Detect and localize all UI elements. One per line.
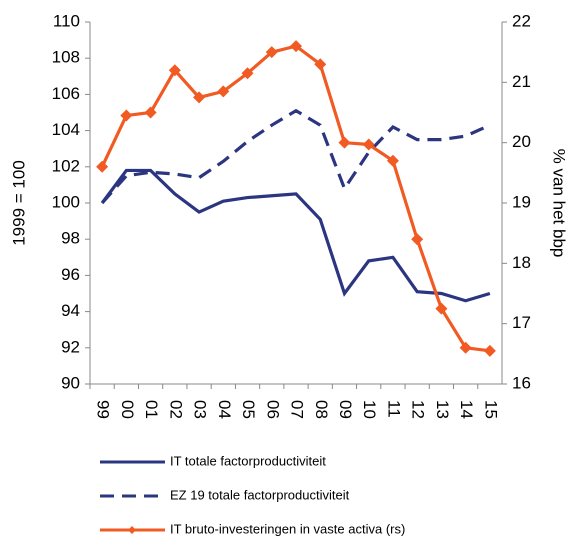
marker bbox=[386, 154, 399, 167]
y2-tick-label: 17 bbox=[512, 313, 531, 332]
x-tick-label: 09 bbox=[336, 400, 355, 419]
marker bbox=[168, 64, 181, 77]
marker bbox=[459, 341, 472, 354]
x-tick-label: 13 bbox=[433, 400, 452, 419]
y-tick-label: 90 bbox=[61, 373, 80, 392]
y2-tick-label: 19 bbox=[512, 192, 531, 211]
y2-tick-label: 18 bbox=[512, 253, 531, 272]
legend-marker bbox=[128, 526, 136, 534]
marker bbox=[338, 136, 351, 149]
y-tick-label: 102 bbox=[52, 156, 80, 175]
marker bbox=[483, 344, 496, 357]
x-tick-label: 07 bbox=[288, 400, 307, 419]
y2-tick-label: 21 bbox=[512, 72, 531, 91]
marker bbox=[265, 46, 278, 59]
marker bbox=[314, 58, 327, 71]
marker bbox=[217, 85, 230, 98]
legend-label: EZ 19 totale factorproductiviteit bbox=[170, 487, 350, 502]
x-tick-label: 12 bbox=[409, 400, 428, 419]
y2-tick-label: 16 bbox=[512, 373, 531, 392]
x-tick-label: 15 bbox=[481, 400, 500, 419]
marker bbox=[96, 160, 109, 173]
x-tick-label: 06 bbox=[263, 400, 282, 419]
x-tick-label: 99 bbox=[94, 400, 113, 419]
y-tick-label: 94 bbox=[61, 301, 80, 320]
marker bbox=[411, 233, 424, 246]
legend-label: IT bruto-investeringen in vaste activa (… bbox=[170, 521, 405, 536]
y-tick-label: 104 bbox=[52, 120, 80, 139]
marker bbox=[290, 40, 302, 53]
marker bbox=[144, 106, 157, 119]
x-tick-label: 05 bbox=[239, 400, 258, 419]
x-tick-label: 03 bbox=[191, 400, 210, 419]
series-line bbox=[100, 44, 491, 353]
y-tick-label: 110 bbox=[53, 11, 80, 30]
x-tick-label: 14 bbox=[457, 400, 476, 419]
series-line bbox=[100, 168, 491, 303]
y2-axis-label: % van het bbp bbox=[550, 149, 569, 258]
marker bbox=[241, 67, 254, 80]
x-tick-label: 08 bbox=[312, 400, 331, 419]
legend-label: IT totale factorproductiviteit bbox=[170, 453, 326, 468]
x-tick-label: 04 bbox=[215, 400, 234, 419]
marker bbox=[435, 302, 448, 315]
x-tick-label: 01 bbox=[142, 400, 161, 419]
x-tick-label: 02 bbox=[166, 400, 185, 419]
y-tick-label: 100 bbox=[52, 192, 80, 211]
y-tick-label: 106 bbox=[52, 84, 80, 103]
y2-tick-label: 20 bbox=[512, 132, 531, 151]
series-line bbox=[100, 108, 491, 205]
x-tick-label: 00 bbox=[118, 400, 137, 419]
y-axis-label: 1999 = 100 bbox=[9, 160, 28, 246]
x-tick-label: 10 bbox=[360, 400, 379, 419]
marker bbox=[120, 109, 133, 122]
y2-tick-label: 22 bbox=[512, 11, 531, 30]
x-tick-label: 11 bbox=[384, 400, 403, 418]
marker bbox=[362, 138, 375, 151]
y-tick-label: 108 bbox=[52, 48, 80, 67]
marker bbox=[193, 91, 206, 104]
y-tick-label: 96 bbox=[61, 265, 80, 284]
y-tick-label: 98 bbox=[61, 229, 80, 248]
y-tick-label: 92 bbox=[61, 337, 80, 356]
